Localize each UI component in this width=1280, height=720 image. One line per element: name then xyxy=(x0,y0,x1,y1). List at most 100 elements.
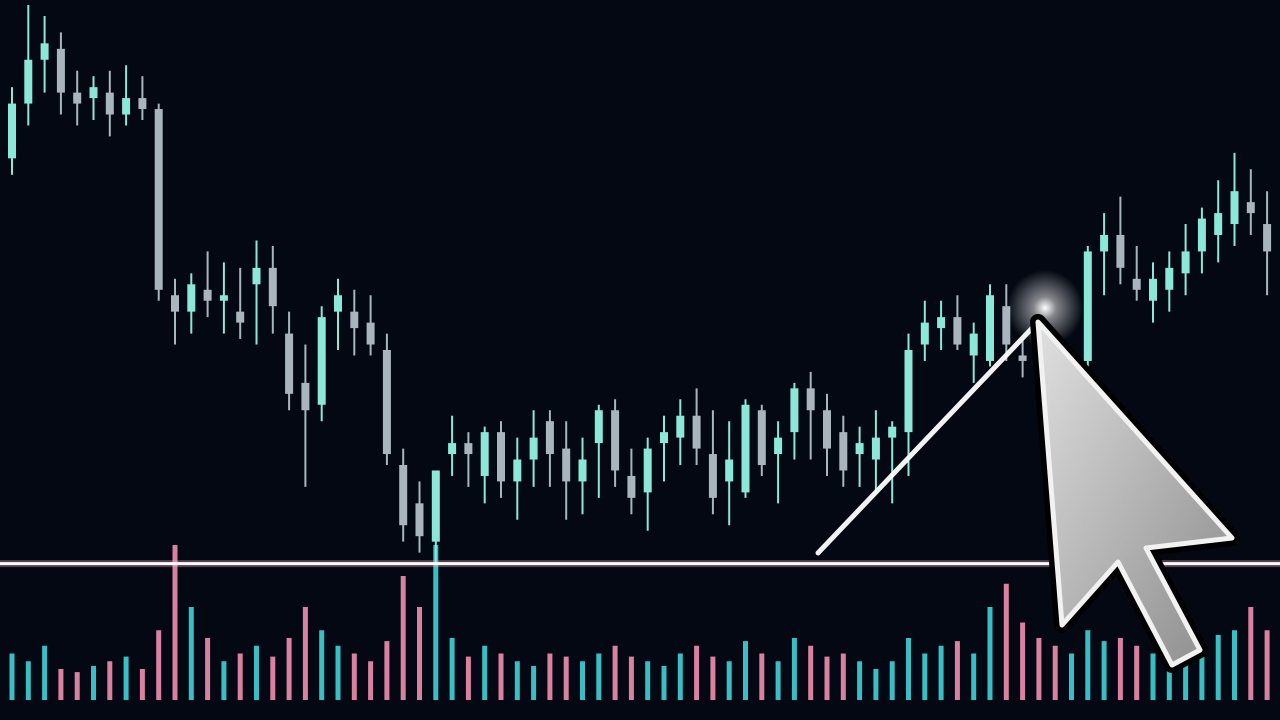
cursor xyxy=(1035,319,1235,668)
volume-bar xyxy=(465,656,471,700)
volume-bar xyxy=(107,661,113,700)
candle-body xyxy=(757,410,766,465)
volume-bar xyxy=(840,653,846,700)
volume-bar xyxy=(74,672,80,700)
candle-body xyxy=(823,410,831,449)
candle-body xyxy=(806,388,815,411)
candle-body xyxy=(252,267,261,285)
candle-body xyxy=(969,333,978,356)
volume-bar xyxy=(1036,638,1042,700)
volume-bar xyxy=(580,661,585,700)
trend-line xyxy=(815,321,1039,556)
candle-body xyxy=(464,443,473,455)
volume-bar xyxy=(237,653,243,700)
volume-bar xyxy=(302,607,308,700)
candle-body xyxy=(904,350,913,433)
volume-bar xyxy=(205,638,211,700)
volume-bar xyxy=(156,630,162,700)
volume-bar xyxy=(123,656,129,700)
candle-body xyxy=(1197,218,1206,252)
volume-bar xyxy=(351,653,357,700)
volume-bar xyxy=(873,669,879,700)
candle-body xyxy=(431,470,440,542)
candle-body xyxy=(855,443,864,455)
candle-body xyxy=(24,59,33,104)
volume-bar xyxy=(1183,638,1189,700)
volume-bar xyxy=(1003,583,1009,700)
volume-bar xyxy=(270,656,276,700)
candle-body xyxy=(529,437,538,460)
candle-body xyxy=(578,459,587,482)
volume-bar xyxy=(9,653,15,700)
candle-body xyxy=(8,103,16,159)
candle-body xyxy=(660,432,668,444)
volume-bar xyxy=(824,656,830,700)
volume-bar xyxy=(857,661,863,700)
candle-body xyxy=(154,109,163,290)
candle-body xyxy=(40,43,49,60)
volume-bar xyxy=(759,653,765,700)
volume-bar xyxy=(661,665,667,700)
volume-bar xyxy=(417,607,422,700)
candle-body xyxy=(725,459,734,482)
volume-bar xyxy=(1069,653,1074,700)
candle-body xyxy=(1165,267,1174,290)
volume-bar xyxy=(449,638,455,700)
candle-body xyxy=(594,410,603,444)
candle-body xyxy=(692,415,701,449)
volume-bar xyxy=(954,641,960,700)
candle-body xyxy=(301,382,310,411)
volume-bar xyxy=(710,656,716,700)
candle-body xyxy=(317,317,326,405)
candle-body xyxy=(89,87,98,99)
candle-body xyxy=(888,426,897,438)
volume-bar xyxy=(1052,645,1058,700)
volume-bar xyxy=(938,645,944,700)
volume-bar xyxy=(1248,607,1254,700)
volume-bar xyxy=(368,661,374,700)
volume-bar xyxy=(1134,645,1140,700)
candle-body xyxy=(839,432,848,471)
candle-body xyxy=(611,410,620,471)
candle-body xyxy=(937,317,946,329)
volume-bar xyxy=(400,576,406,700)
volume-bar xyxy=(694,645,700,700)
volume-bar xyxy=(482,645,488,700)
volume-bar xyxy=(286,638,292,700)
candle-body xyxy=(953,317,962,345)
candle-body xyxy=(399,465,408,526)
candle-body xyxy=(268,267,277,307)
candle-body xyxy=(513,459,522,482)
volume-bar xyxy=(91,665,96,700)
candle-body xyxy=(562,448,571,482)
candle-body xyxy=(1230,191,1239,225)
volume-bar xyxy=(889,661,895,700)
volume-bar xyxy=(906,638,911,700)
volume-bar xyxy=(254,645,259,700)
candle-body xyxy=(334,295,342,312)
candle-body xyxy=(203,289,212,301)
volume-bar xyxy=(971,653,977,700)
volume-bar xyxy=(1199,641,1205,700)
volume-bar xyxy=(188,607,194,700)
volume-bar xyxy=(1085,630,1091,700)
candle-body xyxy=(920,322,929,345)
candle-body xyxy=(986,295,994,361)
volume-bar xyxy=(1117,638,1123,700)
volume-bar xyxy=(612,645,618,700)
candles xyxy=(8,5,1272,564)
volume-bar xyxy=(514,661,520,700)
volume-bar xyxy=(172,545,178,700)
volume-bar xyxy=(645,661,651,700)
candle-body xyxy=(1181,251,1190,274)
candle-body xyxy=(350,311,359,329)
volume-bar xyxy=(1166,645,1172,700)
candle-body xyxy=(774,437,783,455)
candle-body xyxy=(1083,251,1092,361)
candle-body xyxy=(676,415,685,438)
volume-bar xyxy=(775,661,781,700)
volume-bar xyxy=(1215,634,1221,700)
candle-body xyxy=(545,421,554,455)
volume-bar xyxy=(498,653,504,700)
candle-body xyxy=(1018,355,1027,361)
